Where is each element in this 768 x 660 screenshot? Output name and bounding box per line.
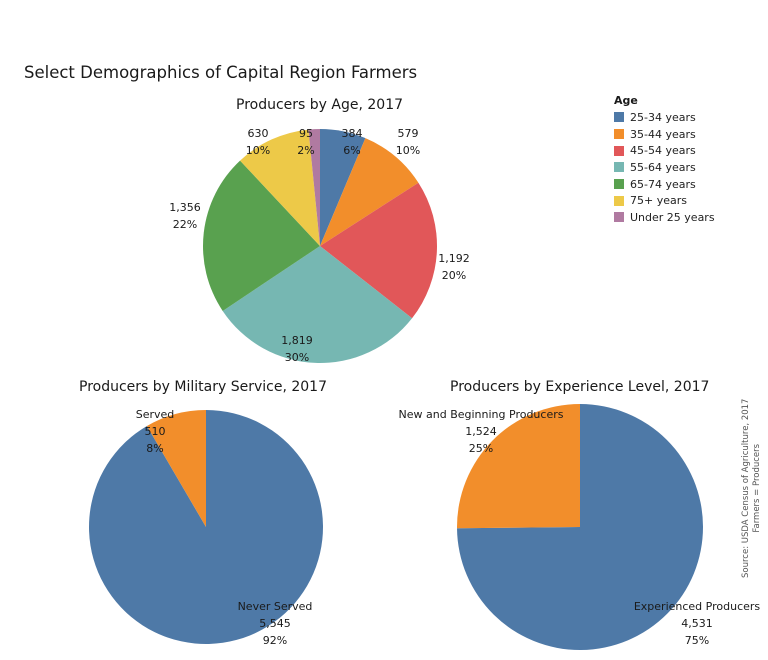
pie-slice-55-64-years[interactable] [222, 246, 413, 363]
legend-label: 25-34 years [630, 110, 696, 124]
legend-label: 35-44 years [630, 127, 696, 141]
pie-slice-65-74-years[interactable] [203, 160, 320, 311]
age-chart-title: Producers by Age, 2017 [236, 97, 404, 113]
legend-label: 75+ years [630, 194, 687, 208]
slice-value-label: 1,192 [438, 252, 470, 265]
dashboard-title: Select Demographics of Capital Region Fa… [24, 63, 418, 82]
legend-item[interactable]: 35-44 years [614, 126, 715, 143]
legend-label: 45-54 years [630, 144, 696, 158]
age-legend: Age 25-34 years 35-44 years 45-54 years … [614, 94, 715, 226]
legend-label: 65-74 years [630, 177, 696, 191]
slice-pct-label: 8% [146, 442, 163, 455]
legend-swatch [614, 145, 624, 156]
slice-name-label: Experienced Producers [634, 600, 761, 613]
slice-value-label: 1,356 [169, 201, 201, 214]
experience-pie: Experienced Producers 4,531 75% New and Beg… [399, 404, 761, 650]
legend-item[interactable]: 25-34 years [614, 109, 715, 126]
slice-name-label: New and Beginning Producers [399, 408, 564, 421]
slice-value-label: 5,545 [259, 617, 291, 630]
slice-value-label: 1,524 [465, 425, 497, 438]
legend-swatch [614, 179, 624, 190]
pie-slice-45-54-years[interactable] [320, 182, 437, 319]
military-chart-title: Producers by Military Service, 2017 [79, 379, 327, 395]
experience-chart-title: Producers by Experience Level, 2017 [450, 379, 710, 395]
slice-pct-label: 10% [246, 144, 270, 157]
definition-line: Farmers = Producers [752, 443, 762, 533]
legend-swatch [614, 129, 624, 140]
source-note: Source: USDA Census of Agriculture, 2017… [741, 399, 763, 578]
pie-slice-75-years[interactable] [240, 129, 320, 246]
legend-swatch [614, 112, 624, 123]
pie-slice-under-25-years[interactable] [308, 129, 320, 246]
legend-item[interactable]: Under 25 years [614, 209, 715, 226]
source-line: Source: USDA Census of Agriculture, 2017 [741, 398, 751, 578]
slice-value-label: 384 [342, 127, 363, 140]
slice-pct-label: 10% [396, 144, 420, 157]
legend-item[interactable]: 75+ years [614, 192, 715, 209]
legend-label: 55-64 years [630, 160, 696, 174]
slice-pct-label: 2% [297, 144, 314, 157]
slice-pct-label: 75% [685, 634, 709, 647]
slice-value-label: 4,531 [681, 617, 713, 630]
legend-swatch [614, 212, 624, 223]
legend-item[interactable]: 55-64 years [614, 159, 715, 176]
slice-pct-label: 20% [442, 269, 466, 282]
slice-value-label: 510 [145, 425, 166, 438]
legend-item[interactable]: 45-54 years [614, 142, 715, 159]
slice-pct-label: 92% [263, 634, 287, 647]
slice-value-label: 630 [248, 127, 269, 140]
slice-pct-label: 22% [173, 218, 197, 231]
legend-label: Under 25 years [630, 210, 715, 224]
age-pie: 384 6% 579 10% 1,192 20% 1,819 30% 1,356 22% 630 10… [169, 127, 470, 364]
slice-pct-label: 6% [343, 144, 360, 157]
pie-slice-35-44-years[interactable] [320, 138, 419, 246]
slice-value-label: 579 [398, 127, 419, 140]
slice-value-label: 95 [299, 127, 313, 140]
pie-slice-new-and-beginning-producers[interactable] [457, 404, 580, 529]
legend-swatch [614, 162, 624, 173]
slice-name-label: Never Served [238, 600, 313, 613]
military-pie: Never Served 5,545 92% Served 510 8% [89, 408, 323, 647]
pie-slice-25-34-years[interactable] [320, 129, 366, 246]
legend-swatch [614, 195, 624, 206]
slice-pct-label: 30% [285, 351, 309, 364]
slice-pct-label: 25% [469, 442, 493, 455]
slice-name-label: Served [136, 408, 175, 421]
legend-title: Age [614, 94, 638, 107]
slice-value-label: 1,819 [281, 334, 313, 347]
pie-slice-served[interactable] [146, 410, 206, 527]
legend-item[interactable]: 65-74 years [614, 176, 715, 193]
pie-slice-experienced-producers[interactable] [457, 404, 703, 650]
